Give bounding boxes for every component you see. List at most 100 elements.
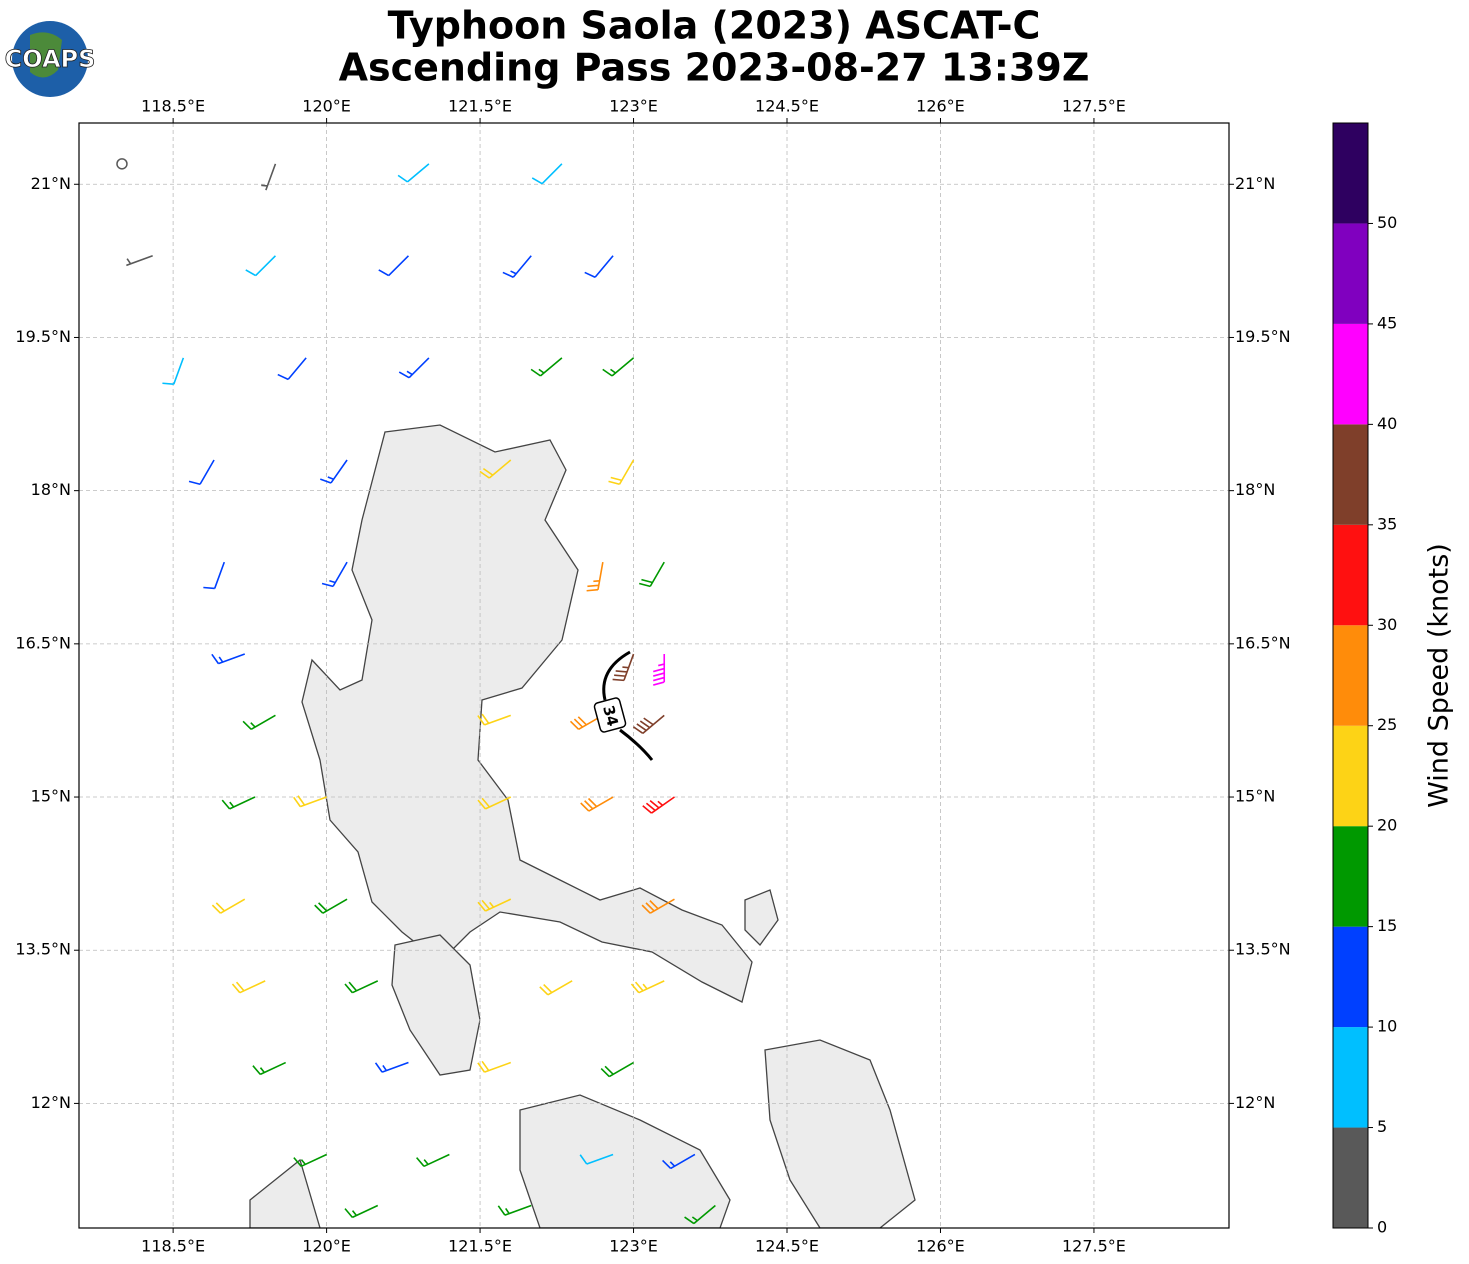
wind-barb <box>245 255 277 277</box>
y-tick-label: 13.5°N <box>15 940 71 959</box>
colorbar-tick-label: 40 <box>1377 414 1397 433</box>
wind-barb <box>602 357 635 377</box>
x-tick-label: 124.5°E <box>755 1237 819 1256</box>
y-tick-label: 18°N <box>1235 480 1275 499</box>
x-tick-label: 121.5°E <box>448 97 512 116</box>
barb-stroke <box>211 898 246 914</box>
wind-barb <box>398 357 430 379</box>
wind-barb <box>477 796 512 810</box>
colorbar-tick-label: 10 <box>1377 1017 1397 1036</box>
colorbar-segment <box>1333 725 1368 827</box>
barb-stroke <box>539 980 573 996</box>
barb-stroke <box>579 1153 614 1165</box>
x-tick-label: 123°E <box>609 1237 658 1256</box>
wind-barb <box>684 1204 716 1225</box>
colorbar-tick-label: 30 <box>1377 615 1397 634</box>
barb-stroke <box>477 1060 512 1073</box>
barb-stroke <box>378 255 410 277</box>
y-tick-label: 12°N <box>1235 1093 1275 1112</box>
radius-arc <box>619 728 654 761</box>
barb-stroke <box>314 898 348 914</box>
calm-marker <box>116 158 128 170</box>
barb-stroke <box>531 163 563 185</box>
y-tick-label: 15°N <box>1235 787 1275 806</box>
land <box>301 424 753 1003</box>
barb-stroke <box>653 654 666 686</box>
wind-barb <box>530 357 563 377</box>
barb-stroke <box>203 561 226 590</box>
wind-barb <box>580 796 614 812</box>
y-tick-label: 16.5°N <box>1235 633 1291 652</box>
colorbar-tick-label: 20 <box>1377 816 1397 835</box>
barb-stroke <box>639 561 665 588</box>
barb-stroke <box>662 1153 696 1170</box>
colorbar-tick-label: 0 <box>1377 1218 1387 1237</box>
barb-stroke <box>477 796 512 810</box>
barb-stroke <box>584 255 614 278</box>
colorbar-segment <box>1333 1127 1368 1228</box>
x-tick-label: 126°E <box>916 1237 965 1256</box>
colorbar-segment <box>1333 524 1368 626</box>
colorbar-frame <box>1332 122 1369 1229</box>
wind-barb <box>211 653 246 665</box>
y-tick-label: 18°N <box>31 480 71 499</box>
barb-stroke <box>569 714 604 731</box>
barb-stroke <box>344 980 379 994</box>
colorbar-segment <box>1333 926 1368 1028</box>
wind-barb <box>632 714 665 734</box>
barb-stroke <box>608 459 635 486</box>
colorbar-tick-label: 35 <box>1377 514 1397 533</box>
title-line: Ascending Pass 2023-08-27 13:39Z <box>339 46 1090 90</box>
y-tick-label: 16.5°N <box>15 633 71 652</box>
wind-barb <box>344 1204 379 1219</box>
wind-barb <box>319 459 348 484</box>
wind-barb <box>608 459 635 486</box>
x-tick-label: 118.5°E <box>141 1237 205 1256</box>
barb-stroke <box>632 714 665 734</box>
wind-barb <box>653 654 666 686</box>
wind-barb <box>539 980 573 996</box>
y-tick-label: 21°N <box>31 174 71 193</box>
land <box>744 889 779 947</box>
colorbar-tick-label: 5 <box>1377 1117 1387 1136</box>
wind-barb <box>584 255 614 278</box>
barb-stroke <box>277 357 307 381</box>
barb-stroke <box>293 795 327 808</box>
barb-stroke <box>479 459 512 479</box>
wind-barb <box>293 795 327 808</box>
wind-barb <box>344 980 379 994</box>
barb-stroke <box>397 163 430 183</box>
y-tick-label: 21°N <box>1235 174 1275 193</box>
barb-stroke <box>586 562 604 592</box>
wind-barb <box>579 1153 614 1165</box>
barb-stroke <box>600 1061 634 1078</box>
wind-barb <box>477 713 512 726</box>
annotation-box <box>593 697 627 733</box>
barb-stroke <box>477 713 512 726</box>
ticks: 118.5°E 118.5°E 120°E 120°E 121.5°E 121.5°E 12… <box>15 97 1290 1256</box>
wind-barb <box>531 163 563 185</box>
x-tick-label: 127.5°E <box>1062 1237 1126 1256</box>
wind-barb <box>630 980 665 994</box>
annotation: 34 <box>599 703 622 728</box>
x-tick-label: 126°E <box>916 97 965 116</box>
x-tick-label: 123°E <box>609 97 658 116</box>
colorbar-tick-label: 50 <box>1377 213 1397 232</box>
y-tick-label: 19.5°N <box>1235 327 1291 346</box>
barb-stroke <box>344 1204 379 1219</box>
wind-barb <box>321 561 348 588</box>
wind-barb <box>126 255 153 267</box>
barb-stroke <box>642 796 675 814</box>
barbs <box>116 158 716 1225</box>
map-area: 34 <box>79 123 1229 1228</box>
wind-barb <box>261 163 277 191</box>
barb-stroke <box>211 653 246 665</box>
x-tick-label: 124.5°E <box>755 97 819 116</box>
wind-barb <box>378 255 410 277</box>
barb-stroke <box>321 561 348 588</box>
colorbar-tick-label: 25 <box>1377 715 1397 734</box>
wind-barb <box>569 714 604 731</box>
barb-stroke <box>188 459 215 486</box>
barb-stroke <box>162 357 185 385</box>
colorbar-tick-label: 45 <box>1377 313 1397 332</box>
